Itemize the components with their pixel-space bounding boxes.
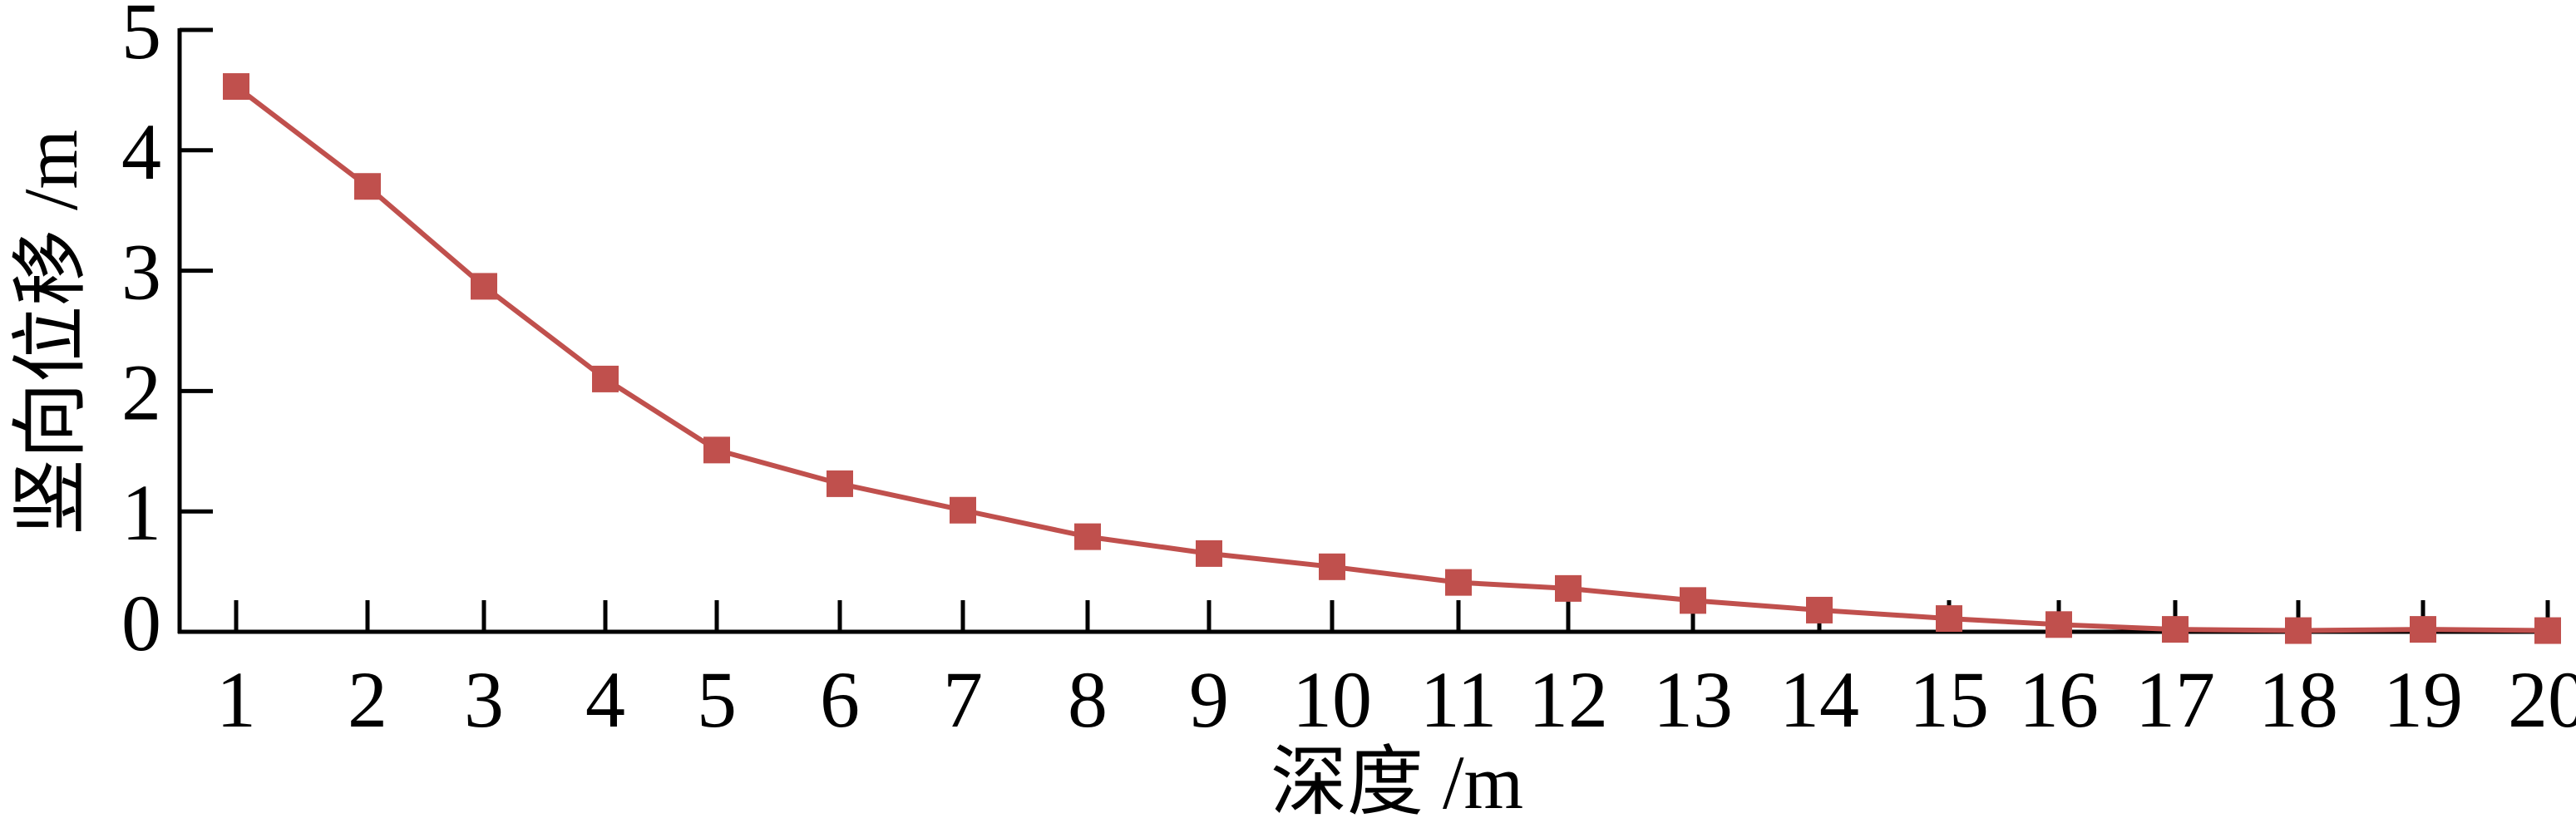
- data-point-marker: [354, 173, 381, 200]
- x-tick-label: 3: [464, 655, 504, 744]
- data-point-marker: [592, 365, 619, 392]
- x-tick-label: 14: [1779, 655, 1859, 744]
- data-point-marker: [1680, 587, 1706, 614]
- axes: [177, 28, 2553, 634]
- x-tick-label: 17: [2135, 655, 2215, 744]
- series-line: [234, 84, 2549, 633]
- data-point-marker: [2046, 611, 2072, 638]
- x-tick-label: 19: [2383, 655, 2463, 744]
- x-tick-label: 20: [2508, 655, 2576, 744]
- data-point-marker: [2162, 616, 2189, 643]
- x-tick-label: 12: [1528, 655, 1608, 744]
- x-tick-label: 1: [216, 655, 256, 744]
- data-point-marker: [223, 73, 249, 101]
- x-tick-label: 5: [697, 655, 737, 744]
- y-tick-label: 5: [121, 0, 161, 76]
- data-point-marker: [950, 496, 976, 524]
- x-tick-label: 10: [1292, 655, 1372, 744]
- data-point-marker: [1806, 596, 1833, 623]
- y-tick-label: 1: [121, 468, 161, 557]
- x-tick-label: 6: [820, 655, 860, 744]
- data-point-marker: [2534, 617, 2561, 644]
- y-tick-label: 3: [121, 228, 161, 317]
- y-tick-label: 2: [121, 347, 161, 436]
- data-point-marker: [1074, 523, 1101, 550]
- data-point-marker: [2285, 617, 2312, 644]
- x-tick-label: 15: [1909, 655, 1989, 744]
- data-point-marker: [1196, 540, 1222, 567]
- y-tick-label: 0: [121, 579, 161, 668]
- x-tick-label: 2: [348, 655, 387, 744]
- data-point-marker: [2410, 616, 2436, 643]
- x-tick-label: 18: [2258, 655, 2338, 744]
- x-tick-label: 9: [1189, 655, 1229, 744]
- x-tick-label: 7: [943, 655, 983, 744]
- x-tick-label: 4: [585, 655, 625, 744]
- x-tick-label: 13: [1653, 655, 1733, 744]
- data-point-marker: [1445, 569, 1472, 596]
- data-point-marker: [703, 436, 730, 464]
- data-point-marker: [471, 273, 497, 300]
- data-point-marker: [1555, 574, 1582, 602]
- x-tick-label: 8: [1068, 655, 1108, 744]
- x-tick-label: 16: [2019, 655, 2099, 744]
- data-point-marker: [827, 470, 853, 497]
- y-tick-label: 4: [121, 107, 161, 196]
- data-point-marker: [1936, 605, 1962, 633]
- data-point-marker: [1319, 553, 1345, 580]
- x-axis-label: 深度 /m: [1271, 740, 1523, 818]
- x-tick-label: 11: [1420, 655, 1497, 744]
- y-axis-label: 竖向位移 /m: [8, 130, 93, 535]
